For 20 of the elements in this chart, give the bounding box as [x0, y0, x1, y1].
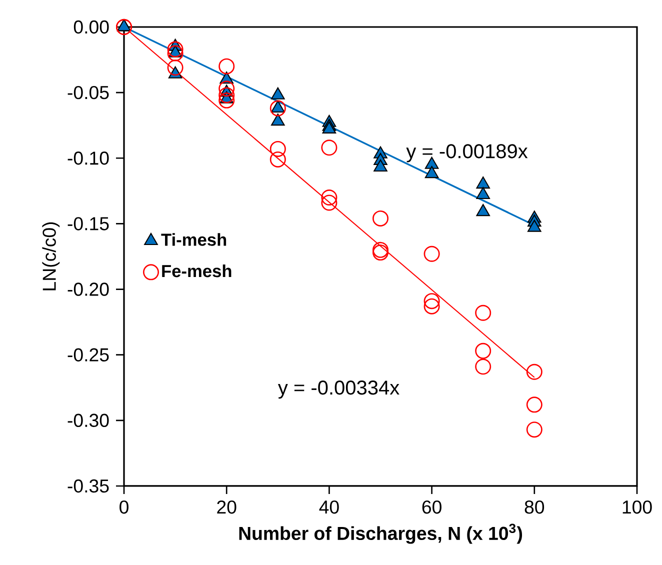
legend-label: Ti-mesh	[161, 233, 226, 246]
y-axis-title: LN(c/c0)	[42, 222, 60, 290]
x-tick-label: 100	[622, 500, 652, 514]
x-axis-title: Number of Discharges, N (x 10$^{3}$)	[239, 524, 522, 544]
x-tick-label: 60	[422, 500, 442, 514]
annotation: y = -0.00334x	[278, 380, 400, 399]
x-tick-label: 20	[217, 500, 236, 514]
y-tick-label: -0.25	[68, 348, 109, 362]
y-tick-label: 0.00	[74, 20, 109, 34]
y-tick-label: -0.15	[68, 217, 109, 230]
y-tick-label: -0.05	[68, 86, 109, 100]
y-tick-label: -0.10	[68, 152, 109, 165]
legend-label: Fe-mesh	[162, 264, 232, 278]
x-tick-label: 80	[524, 500, 544, 514]
x-tick-label: 0	[120, 500, 128, 514]
y-tick-label: -0.35	[68, 479, 109, 493]
y-tick-label: -0.20	[68, 282, 109, 296]
annotation: y = -0.00189x	[406, 144, 528, 162]
y-tick-label: -0.30	[68, 414, 109, 428]
x-tick-label: 40	[319, 500, 339, 514]
